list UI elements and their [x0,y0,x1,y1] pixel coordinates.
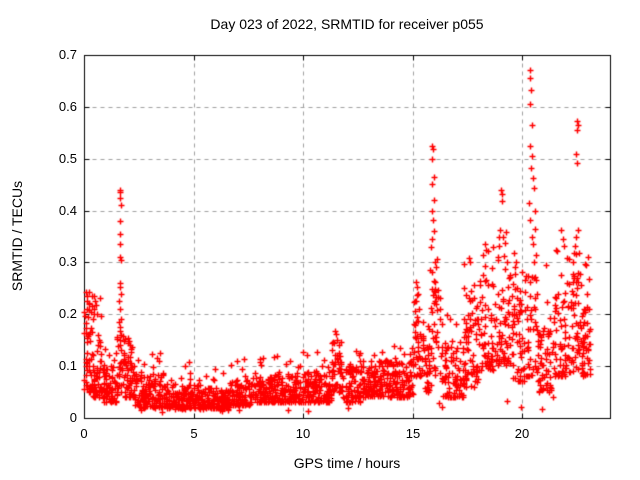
x-tick-label: 20 [514,426,530,441]
x-tick-label: 0 [80,426,88,441]
y-tick-label: 0.1 [58,358,77,373]
y-tick-label: 0.3 [58,254,77,269]
y-tick-label: 0.4 [58,203,77,218]
y-tick-label: 0 [69,410,77,425]
chart-title: Day 023 of 2022, SRMTID for receiver p05… [210,16,484,32]
y-tick-label: 0.5 [58,151,77,166]
y-axis-label: SRMTID / TECUs [9,180,25,292]
y-tick-label: 0.2 [58,306,77,321]
y-tick-label: 0.6 [58,99,77,114]
y-tick-label: 0.7 [58,47,77,62]
x-tick-label: 15 [405,426,421,441]
x-tick-label: 10 [295,426,311,441]
x-tick-label: 5 [190,426,198,441]
x-axis-label: GPS time / hours [293,455,401,471]
